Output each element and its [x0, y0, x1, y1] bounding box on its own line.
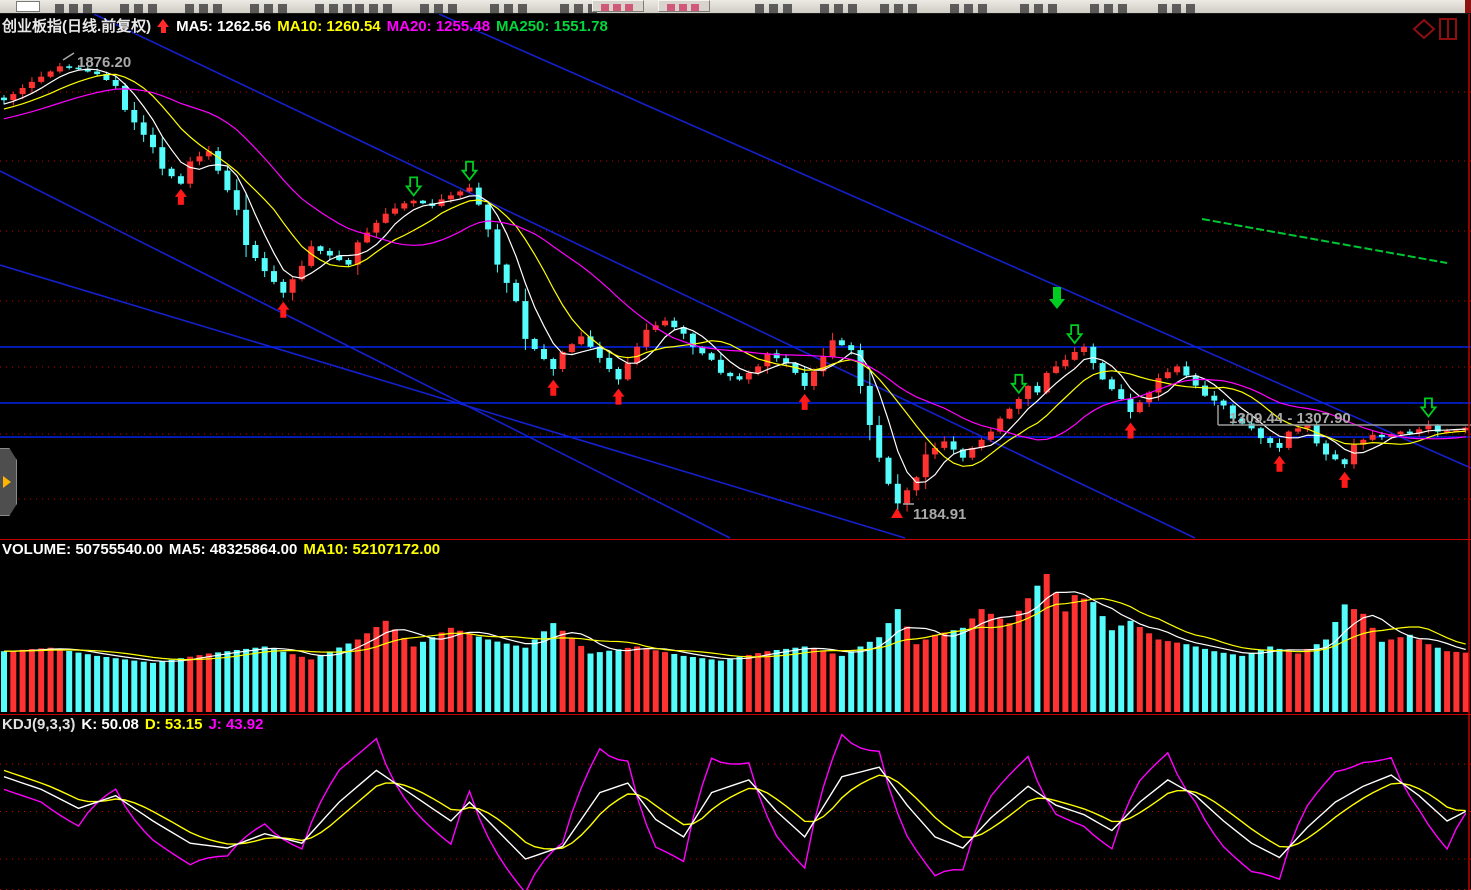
toolbar-button-1[interactable]: [658, 0, 710, 12]
volume-chart[interactable]: [0, 540, 1471, 714]
toolbar-button-0[interactable]: [592, 0, 644, 12]
toolbar-fragment-12: [950, 4, 992, 13]
ma-label-2: MA20: 1255.48: [386, 18, 491, 35]
diamond-icon[interactable]: [1412, 18, 1436, 40]
kline-chart[interactable]: [0, 14, 1471, 539]
toolbar-fragment-5: [355, 4, 397, 13]
toolbar-fragment-8: [560, 4, 602, 13]
toolbar-fragment-13: [1020, 4, 1062, 13]
instrument-title: 创业板指(日线.前复权): [2, 18, 152, 35]
toolbar-icon-box[interactable]: [16, 1, 40, 12]
corner-icons-svg: [1412, 18, 1457, 40]
ma-labels: MA5: 1262.56 MA10: 1260.54 MA20: 1255.48 MA…: [176, 18, 614, 35]
volume-label-0: VOLUME: 50755540.00: [2, 541, 163, 558]
kdj-header: KDJ(9,3,3) K: 50.08 D: 53.15 J: 43.92: [2, 716, 270, 733]
toolbar-fragment-6: [420, 4, 462, 13]
ma-label-3: MA250: 1551.78: [496, 18, 608, 35]
kdj-chart[interactable]: [0, 715, 1471, 890]
volume-label-1: MA5: 48325864.00: [168, 541, 298, 558]
kdj-label-1: K: 50.08: [81, 716, 139, 733]
toolbar-fragment-15: [1158, 4, 1200, 13]
kdj-label-3: J: 43.92: [208, 716, 264, 733]
volume-panel: VOLUME: 50755540.00 MA5: 48325864.00 MA10:…: [0, 539, 1471, 714]
sidebar-expand-handle[interactable]: [0, 448, 17, 516]
low-price-label: 1184.91: [913, 506, 967, 523]
kline-header: 创业板指(日线.前复权) MA5: 1262.56 MA10: 1260.54 MA2…: [2, 15, 620, 36]
toolbar-fragment-1: [120, 4, 162, 13]
high-price-label: 1876.20: [77, 54, 132, 71]
toolbar-fragment-7: [490, 4, 532, 13]
toolbar-fragment-0: [55, 4, 97, 13]
kdj-label-0: KDJ(9,3,3): [2, 716, 76, 733]
toolbar-fragment-3: [250, 4, 292, 13]
kdj-panel: KDJ(9,3,3) K: 50.08 D: 53.15 J: 43.92: [0, 714, 1471, 890]
toolbar-fragment-10: [820, 4, 862, 13]
kline-panel: 创业板指(日线.前复权) MA5: 1262.56 MA10: 1260.54 MA2…: [0, 14, 1471, 539]
up-trend-icon: [157, 19, 170, 33]
toolbar-fragment-2: [185, 4, 227, 13]
toolbar-fragment-4: [315, 4, 357, 13]
toolbar-fragment-11: [880, 4, 922, 13]
toolbar-fragment-9: [755, 4, 797, 13]
toolbar-right-red-fragment: [1465, 0, 1471, 13]
toolbar-fragment-14: [1090, 4, 1132, 13]
chart-corner-tools: [1400, 17, 1460, 41]
ma-label-0: MA5: 1262.56: [176, 18, 272, 35]
top-toolbar: [0, 0, 1471, 14]
price-range-label: 1309.44 - 1307.90: [1229, 410, 1351, 427]
kdj-label-2: D: 53.15: [144, 716, 203, 733]
expand-arrow-icon: [3, 476, 11, 488]
volume-header: VOLUME: 50755540.00 MA5: 48325864.00 MA10:…: [2, 541, 446, 558]
volume-label-2: MA10: 52107172.00: [303, 541, 441, 558]
window-icon[interactable]: [1439, 18, 1457, 40]
ma-label-1: MA10: 1260.54: [277, 18, 381, 35]
